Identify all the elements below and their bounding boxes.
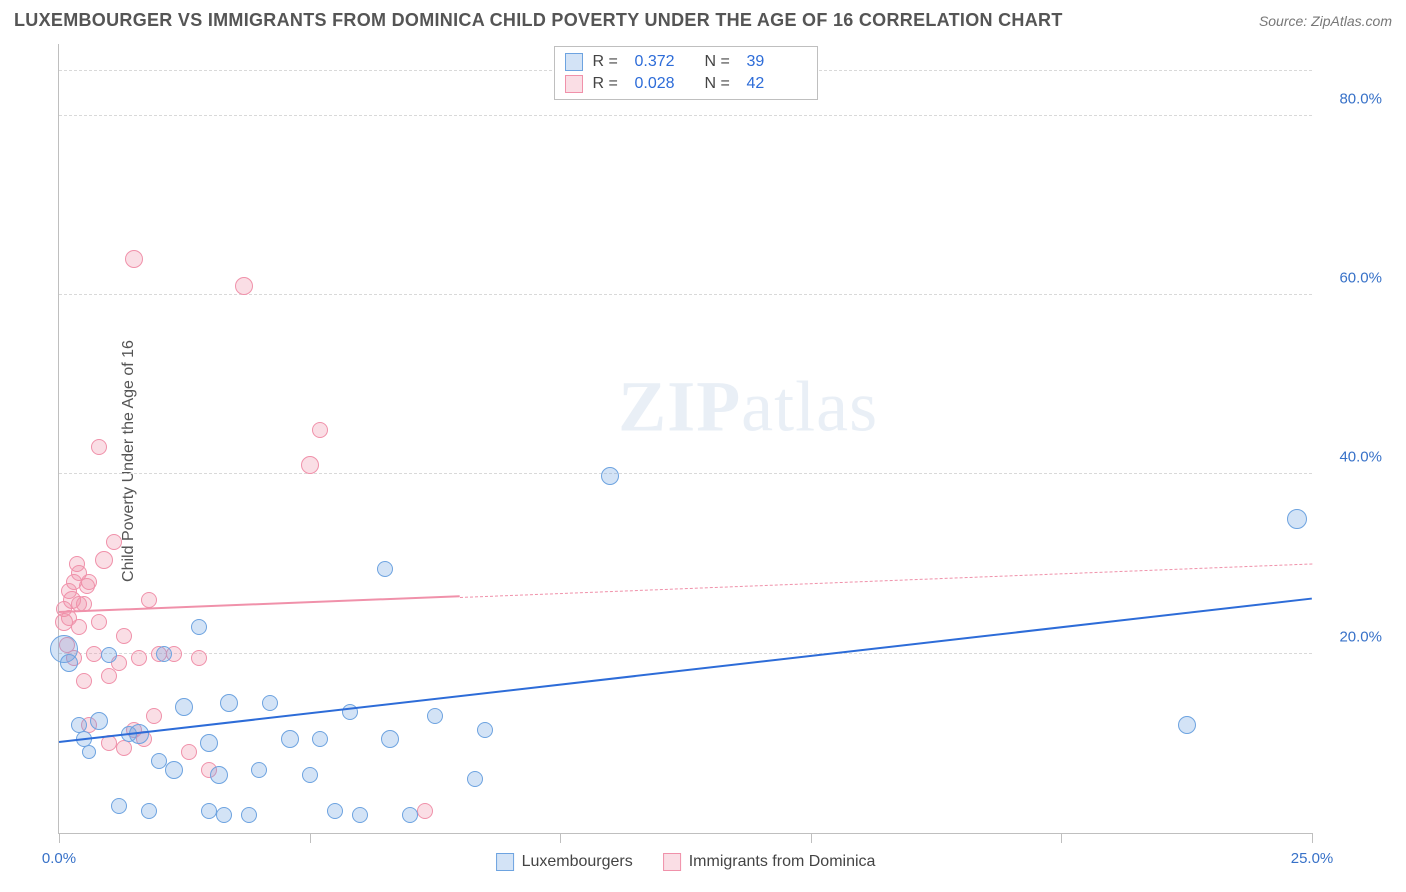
scatter-point <box>141 592 157 608</box>
scatter-point <box>302 767 318 783</box>
scatter-point <box>327 803 343 819</box>
scatter-point <box>235 277 253 295</box>
series-legend: Luxembourgers Immigrants from Dominica <box>496 853 876 871</box>
legend-row-series1: R = 0.372 N = 39 <box>565 51 807 73</box>
chart-container: Child Poverty Under the Age of 16 ZIPatl… <box>14 44 1392 878</box>
plot-area: ZIPatlas R = 0.372 N = 39 R = 0.028 N = … <box>58 44 1312 834</box>
scatter-point <box>81 574 97 590</box>
scatter-point <box>86 646 102 662</box>
gridline <box>59 653 1312 654</box>
x-tick-label: 0.0% <box>42 850 76 867</box>
scatter-point <box>241 807 257 823</box>
scatter-point <box>181 744 197 760</box>
scatter-point <box>91 439 107 455</box>
r-value: 0.372 <box>635 53 695 71</box>
scatter-point <box>427 708 443 724</box>
scatter-point <box>352 807 368 823</box>
scatter-point <box>220 694 238 712</box>
legend-item-series1: Luxembourgers <box>496 853 633 871</box>
scatter-point <box>95 551 113 569</box>
scatter-point <box>175 698 193 716</box>
y-tick-label: 80.0% <box>1339 90 1382 107</box>
scatter-point <box>377 561 393 577</box>
x-tick <box>1061 833 1062 843</box>
legend-swatch-series2 <box>565 75 583 93</box>
x-tick <box>811 833 812 843</box>
scatter-point <box>281 730 299 748</box>
chart-title: LUXEMBOURGER VS IMMIGRANTS FROM DOMINICA… <box>14 10 1063 31</box>
n-value: 42 <box>747 75 807 93</box>
scatter-point <box>1178 716 1196 734</box>
scatter-point <box>191 650 207 666</box>
correlation-legend: R = 0.372 N = 39 R = 0.028 N = 42 <box>554 46 818 100</box>
scatter-point <box>60 654 78 672</box>
scatter-point <box>101 647 117 663</box>
legend-item-series2: Immigrants from Dominica <box>663 853 876 871</box>
scatter-point <box>301 456 319 474</box>
scatter-point <box>210 766 228 784</box>
r-label: R = <box>593 53 625 71</box>
legend-swatch <box>663 853 681 871</box>
scatter-point <box>262 695 278 711</box>
x-tick <box>310 833 311 843</box>
scatter-point <box>116 628 132 644</box>
scatter-point <box>216 807 232 823</box>
scatter-point <box>101 668 117 684</box>
scatter-point <box>477 722 493 738</box>
r-label: R = <box>593 75 625 93</box>
y-tick-label: 40.0% <box>1339 449 1382 466</box>
gridline <box>59 115 1312 116</box>
scatter-point <box>82 745 96 759</box>
gridline <box>59 473 1312 474</box>
r-value: 0.028 <box>635 75 695 93</box>
scatter-point <box>165 761 183 779</box>
scatter-point <box>402 807 418 823</box>
n-label: N = <box>705 75 737 93</box>
legend-label: Luxembourgers <box>522 853 633 871</box>
x-tick <box>560 833 561 843</box>
x-tick-label: 25.0% <box>1291 850 1334 867</box>
x-tick <box>1312 833 1313 843</box>
n-label: N = <box>705 53 737 71</box>
legend-swatch <box>496 853 514 871</box>
scatter-point <box>1287 509 1307 529</box>
legend-swatch-series1 <box>565 53 583 71</box>
trend-line <box>59 598 1312 743</box>
scatter-point <box>90 712 108 730</box>
trend-line <box>59 596 460 614</box>
scatter-point <box>467 771 483 787</box>
legend-label: Immigrants from Dominica <box>689 853 876 871</box>
scatter-point <box>312 422 328 438</box>
scatter-point <box>146 708 162 724</box>
scatter-point <box>111 798 127 814</box>
scatter-point <box>125 250 143 268</box>
scatter-point <box>417 803 433 819</box>
scatter-point <box>251 762 267 778</box>
y-tick-label: 20.0% <box>1339 628 1382 645</box>
x-tick <box>59 833 60 843</box>
scatter-point <box>381 730 399 748</box>
scatter-point <box>131 650 147 666</box>
watermark: ZIPatlas <box>618 365 878 448</box>
y-tick-label: 60.0% <box>1339 270 1382 287</box>
legend-row-series2: R = 0.028 N = 42 <box>565 73 807 95</box>
scatter-point <box>601 467 619 485</box>
source-attribution: Source: ZipAtlas.com <box>1259 13 1392 29</box>
trend-line <box>460 563 1312 598</box>
scatter-point <box>76 673 92 689</box>
scatter-point <box>91 614 107 630</box>
scatter-point <box>200 734 218 752</box>
scatter-point <box>312 731 328 747</box>
scatter-point <box>141 803 157 819</box>
scatter-point <box>201 803 217 819</box>
scatter-point <box>156 646 172 662</box>
scatter-point <box>106 534 122 550</box>
scatter-point <box>191 619 207 635</box>
scatter-point <box>71 619 87 635</box>
n-value: 39 <box>747 53 807 71</box>
